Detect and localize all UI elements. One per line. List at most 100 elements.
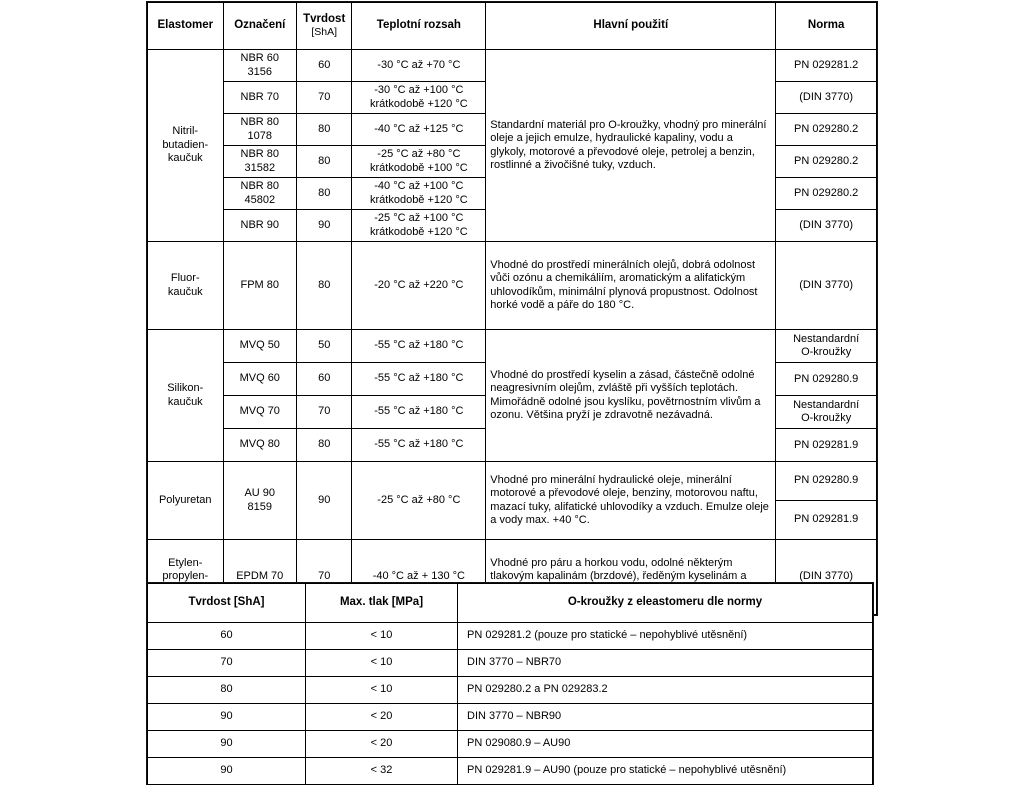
column-header-oznaceni: Označení: [222, 2, 298, 50]
cell-norma: PN 029280.2: [775, 113, 877, 146]
cell-teplotni-rozsah: -55 °C až +180 °C: [351, 329, 487, 363]
table-row: MVQ 70 70 -55 °C až +180 °C Nestandardní…: [148, 395, 877, 429]
cell-norma: PN 029280.2: [775, 177, 877, 210]
table-row: MVQ 80 80 -55 °C až +180 °C PN 029281.9: [148, 428, 877, 462]
cell-tvrdost: 80: [296, 241, 353, 330]
cell-oznaceni: MVQ 50: [222, 329, 298, 363]
column-header-max-tlak: Max. tlak [MPa]: [305, 583, 458, 623]
cell-teplotni-rozsah: -20 °C až +220 °C: [351, 241, 487, 330]
table-row: 80 < 10 PN 029280.2 a PN 029283.2: [147, 676, 873, 704]
cell-tvrdost: 80: [296, 113, 353, 146]
elastomer-properties-table: Elastomer Označení Tvrdost [ShA] Teplotn…: [147, 2, 877, 615]
cell-norma: PN 029280.9: [775, 362, 877, 396]
cell-elastomer-group: Fluor- kaučuk: [147, 241, 224, 330]
cell-teplotni-rozsah: -30 °C až +100 °C krátkodobě +120 °C: [351, 81, 487, 114]
cell-norma: PN 029280.2: [775, 145, 877, 178]
cell-oznaceni: NBR 70: [222, 81, 298, 114]
cell-elastomer-group: Silikon- kaučuk: [147, 329, 224, 462]
column-header-hlavni-pouziti: Hlavní použití: [485, 2, 777, 50]
cell-tvrdost: 90: [147, 703, 306, 731]
column-header-elastomer: Elastomer: [147, 2, 224, 50]
cell-oznaceni: FPM 80: [222, 241, 298, 330]
cell-norma: PN 029281.9 – AU90 (pouze pro statické –…: [457, 757, 873, 785]
table-row: 90 < 20 DIN 3770 – NBR90: [147, 703, 873, 731]
cell-tvrdost: 80: [296, 428, 353, 462]
cell-norma: PN 029280.9: [775, 461, 877, 501]
table2-body: 60 < 10 PN 029281.2 (pouze pro statické …: [147, 622, 873, 785]
table-row: 70 < 10 DIN 3770 – NBR70: [147, 649, 873, 677]
cell-norma: Nestandardní O-kroužky: [775, 395, 877, 429]
cell-tvrdost: 80: [296, 145, 353, 178]
table-row: NBR 80 45802 80 -40 °C až +100 °C krátko…: [148, 177, 877, 210]
cell-tvrdost: 70: [147, 649, 306, 677]
cell-oznaceni: MVQ 70: [222, 395, 298, 429]
cell-oznaceni: NBR 80 1078: [222, 113, 298, 146]
cell-norma: PN 029281.2: [775, 49, 877, 82]
cell-max-tlak: < 20: [305, 703, 458, 731]
cell-teplotni-rozsah: -25 °C až +100 °C krátkodobě +120 °C: [351, 209, 487, 242]
cell-hlavni-pouziti: Vhodné do prostředí minerálních olejů, d…: [485, 241, 777, 330]
cell-tvrdost: 60: [147, 622, 306, 650]
table-row: NBR 80 31582 80 -25 °C až +80 °C krátkod…: [148, 145, 877, 178]
table-body: Nitril- butadien- kaučuk NBR 60 3156 60 …: [147, 49, 877, 615]
table-row: NBR 90 90 -25 °C až +100 °C krátkodobě +…: [148, 209, 877, 242]
cell-norma-secondary: PN 029281.9: [775, 500, 877, 540]
cell-oznaceni: AU 90 8159: [222, 461, 298, 540]
cell-norma: DIN 3770 – NBR90: [457, 703, 873, 731]
cell-norma: (DIN 3770): [775, 209, 877, 242]
cell-teplotni-rozsah: -55 °C až +180 °C: [351, 428, 487, 462]
cell-teplotni-rozsah: -25 °C až +80 °C: [351, 461, 487, 540]
cell-norma: PN 029080.9 – AU90: [457, 730, 873, 758]
table-row: 60 < 10 PN 029281.2 (pouze pro statické …: [147, 622, 873, 650]
cell-norma: PN 029281.9: [775, 428, 877, 462]
table-row: NBR 80 1078 80 -40 °C až +125 °C PN 0292…: [148, 113, 877, 146]
table-row: MVQ 60 60 -55 °C až +180 °C PN 029280.9: [148, 362, 877, 396]
cell-norma: (DIN 3770): [775, 81, 877, 114]
column-header-teplotni-rozsah: Teplotní rozsah: [351, 2, 487, 50]
cell-teplotni-rozsah: -40 °C až +100 °C krátkodobě +120 °C: [351, 177, 487, 210]
column-header-tvrdost-main: Tvrdost: [303, 12, 346, 25]
cell-hlavni-pouziti: Standardní materiál pro O-kroužky, vhodn…: [485, 49, 777, 242]
table-row: Nitril- butadien- kaučuk NBR 60 3156 60 …: [147, 49, 877, 242]
column-header-tvrdost: Tvrdost [ShA]: [296, 2, 353, 50]
cell-oznaceni: MVQ 60: [222, 362, 298, 396]
table-row: Fluor- kaučuk FPM 80 80 -20 °C až +220 °…: [147, 241, 877, 330]
cell-norma: (DIN 3770): [775, 241, 877, 330]
cell-oznaceni: NBR 60 3156: [222, 49, 298, 82]
cell-tvrdost: 90: [147, 730, 306, 758]
cell-norma: DIN 3770 – NBR70: [457, 649, 873, 677]
cell-max-tlak: < 10: [305, 676, 458, 704]
cell-tvrdost: 50: [296, 329, 353, 363]
cell-teplotni-rozsah: -25 °C až +80 °C krátkodobě +100 °C: [351, 145, 487, 178]
table-header-row: Elastomer Označení Tvrdost [ShA] Teplotn…: [147, 2, 877, 50]
column-header-tvrdost-sha: Tvrdost [ShA]: [147, 583, 306, 623]
cell-tvrdost: 60: [296, 49, 353, 82]
cell-tvrdost: 70: [296, 81, 353, 114]
cell-oznaceni: NBR 90: [222, 209, 298, 242]
cell-max-tlak: < 20: [305, 730, 458, 758]
pressure-standards-table: Tvrdost [ShA] Max. tlak [MPa] O-kroužky …: [147, 583, 873, 785]
cell-elastomer-group: Nitril- butadien- kaučuk: [147, 49, 224, 242]
column-header-tvrdost-unit: [ShA]: [311, 26, 338, 38]
table-row: 90 < 20 PN 029080.9 – AU90: [147, 730, 873, 758]
cell-norma: Nestandardní O-kroužky: [775, 329, 877, 363]
table-row: Polyuretan AU 90 8159 90 -25 °C až +80 °…: [147, 461, 877, 540]
column-header-okrouzky-norma: O-kroužky z eleastomeru dle normy: [457, 583, 873, 623]
cell-tvrdost: 70: [296, 395, 353, 429]
cell-oznaceni: NBR 80 45802: [222, 177, 298, 210]
cell-hlavni-pouziti: Vhodné pro minerální hydraulické oleje, …: [485, 461, 777, 540]
document-page: Elastomer Označení Tvrdost [ShA] Teplotn…: [147, 2, 877, 785]
cell-tvrdost: 80: [296, 177, 353, 210]
column-header-norma: Norma: [775, 2, 877, 50]
cell-oznaceni: NBR 80 31582: [222, 145, 298, 178]
table-row: NBR 70 70 -30 °C až +100 °C krátkodobě +…: [148, 81, 877, 114]
table-row: PN 029281.9: [148, 500, 877, 540]
cell-teplotni-rozsah: -40 °C až +125 °C: [351, 113, 487, 146]
cell-elastomer-group: Polyuretan: [147, 461, 224, 540]
table-row: Silikon- kaučuk MVQ 50 50 -55 °C až +180…: [147, 329, 877, 462]
cell-max-tlak: < 10: [305, 649, 458, 677]
table-row: 90 < 32 PN 029281.9 – AU90 (pouze pro st…: [147, 757, 873, 785]
cell-tvrdost: 60: [296, 362, 353, 396]
table2-header-row: Tvrdost [ShA] Max. tlak [MPa] O-kroužky …: [147, 583, 873, 623]
cell-tvrdost: 90: [296, 461, 353, 540]
